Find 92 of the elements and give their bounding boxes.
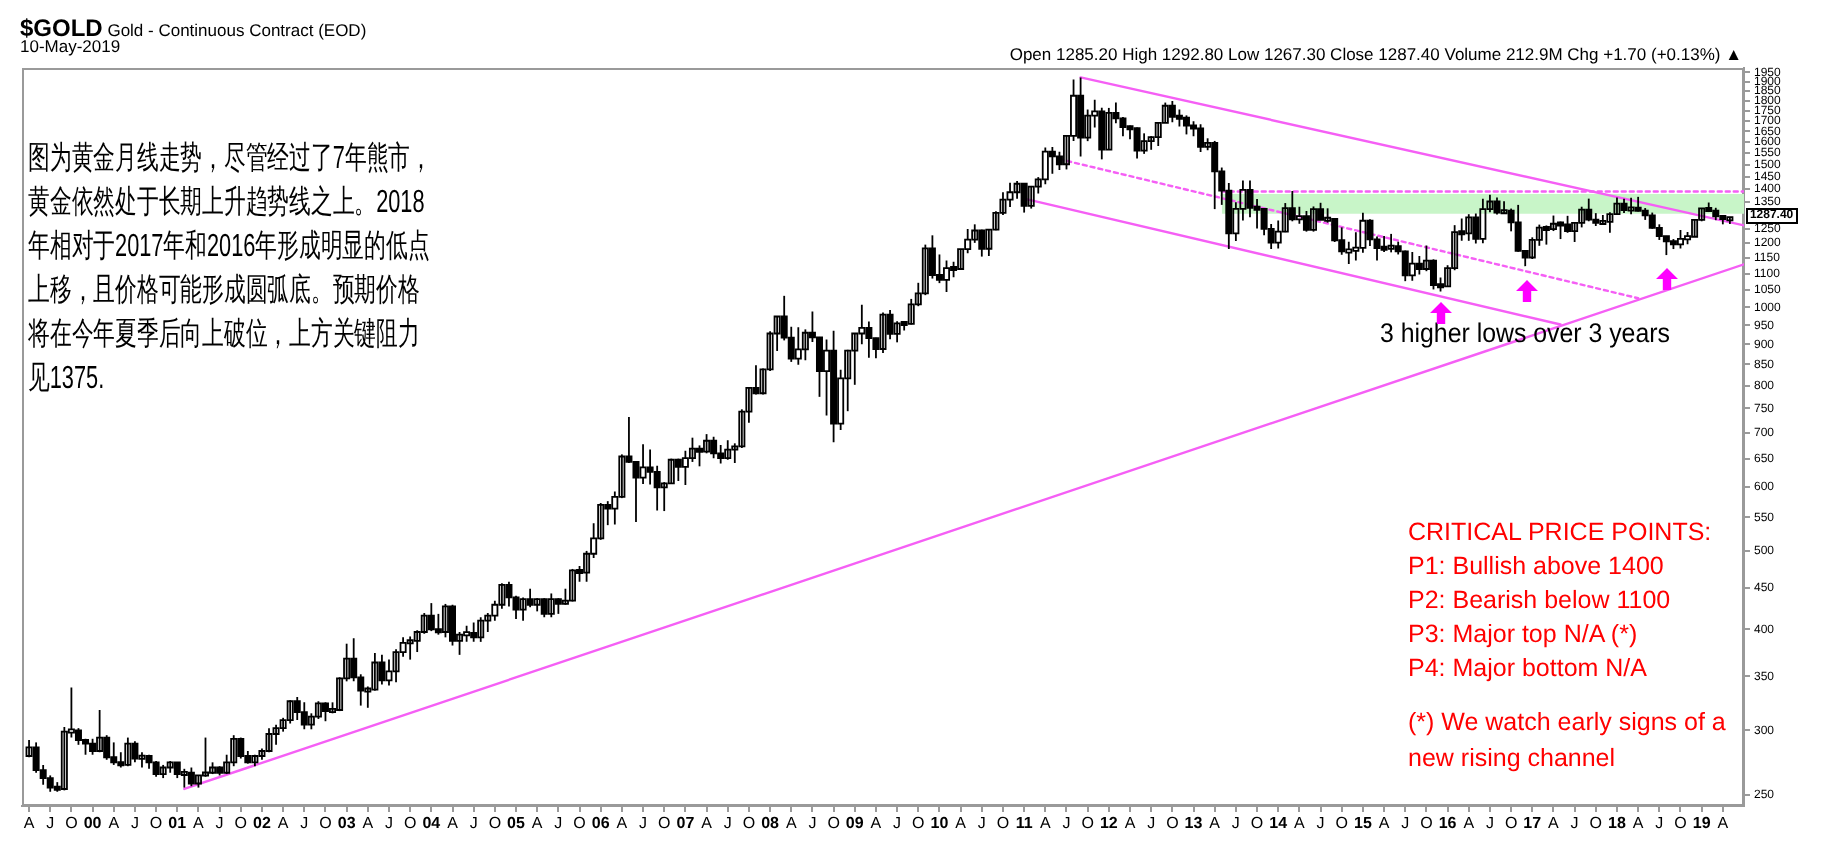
x-tick-label: 02 — [253, 814, 272, 833]
x-tick-label: J — [215, 814, 224, 833]
x-tick-label: 08 — [761, 814, 781, 833]
x-tick-label: 13 — [1184, 814, 1204, 833]
x-tick-label: 12 — [1099, 814, 1119, 833]
x-tick-label: 19 — [1692, 814, 1712, 833]
x-tick-label: O — [742, 814, 756, 833]
text: Open 1285.20 High 1292.80 Low 1267.30 Close 1287.40 Volume 212.9M Chg +1.70 (+0.13%) ▲ — [1009, 44, 1742, 65]
x-tick-label: A — [23, 814, 36, 833]
x-tick-label: O — [1589, 814, 1603, 833]
x-tick-label: J — [1062, 814, 1071, 833]
x-tick-label: O — [827, 814, 840, 833]
x-tick-label: J — [1485, 814, 1494, 833]
x-tick-label: J — [130, 814, 139, 833]
x-tick-label: O — [149, 814, 163, 833]
x-tick-label: O — [1420, 814, 1433, 833]
x-tick-label: A — [1294, 814, 1307, 833]
x-tick-label: A — [1124, 814, 1137, 833]
x-tick-label: 00 — [83, 814, 103, 833]
x-tick-label: J — [554, 814, 563, 833]
x-tick-label: O — [1674, 814, 1687, 833]
x-tick-label: A — [1039, 814, 1052, 833]
x-tick-label: 05 — [507, 814, 527, 833]
x-tick-label: J — [1147, 814, 1156, 833]
x-tick-label: A — [1717, 814, 1730, 833]
x-tick-label: O — [403, 814, 417, 833]
x-tick-label: O — [1335, 814, 1348, 833]
x-tick-label: A — [362, 814, 375, 833]
x-tick-label: 03 — [337, 814, 357, 833]
x-tick-label: 17 — [1523, 814, 1543, 833]
x-tick-label: O — [488, 814, 502, 833]
x-tick-label: J — [1570, 814, 1579, 833]
x-tick-label: A — [108, 814, 121, 833]
x-tick-label: 07 — [676, 814, 696, 833]
x-tick-label: O — [234, 814, 248, 833]
x-tick-label: O — [657, 814, 671, 833]
x-tick-label: J — [1401, 814, 1410, 833]
x-tick-label: A — [785, 814, 798, 833]
x-tick-label: 15 — [1354, 814, 1373, 833]
x-tick-label: A — [277, 814, 290, 833]
x-tick-label: 14 — [1269, 814, 1289, 833]
x-tick-label: 06 — [591, 814, 611, 833]
x-tick-label: J — [1655, 814, 1664, 833]
x-tick-label: J — [300, 814, 309, 833]
x-tick-label: O — [1166, 814, 1179, 833]
x-tick-label: O — [319, 814, 332, 833]
x-tick-label: 01 — [168, 814, 188, 833]
annotation: P1: Bullish above 1400 — [1408, 552, 1664, 582]
x-tick-label: J — [46, 814, 55, 833]
x-tick-label: O — [1081, 814, 1094, 833]
x-tick-label: J — [723, 814, 732, 833]
annotation: (*) We watch early signs of a new rising channel — [1408, 708, 1726, 772]
x-tick-label: J — [384, 814, 393, 833]
x-tick-label: A — [447, 814, 460, 833]
annotation: P2: Bearish below 1100 — [1408, 586, 1671, 616]
x-tick-label: A — [1548, 814, 1561, 833]
x-tick-label: J — [977, 814, 986, 833]
x-tick-label: 11 — [1015, 814, 1034, 833]
annotation: P3: Major top N/A (*) — [1408, 620, 1638, 650]
x-tick-label: O — [1250, 814, 1264, 833]
x-tick-label: 18 — [1608, 814, 1627, 833]
x-tick-label: 09 — [845, 814, 865, 833]
x-tick-label: J — [639, 814, 648, 833]
annotation: 3 higher lows over 3 years — [1380, 318, 1670, 350]
x-tick-label: O — [573, 814, 586, 833]
x-tick-label: O — [912, 814, 925, 833]
x-tick-label: J — [469, 814, 478, 833]
x-tick-label: A — [1632, 814, 1645, 833]
annotation: P4: Major bottom N/A — [1408, 654, 1647, 684]
x-tick-label: J — [1316, 814, 1325, 833]
x-tick-label: 10 — [930, 814, 950, 833]
x-tick-label: O — [996, 814, 1010, 833]
x-tick-label: A — [1378, 814, 1391, 833]
x-tick-label: 04 — [422, 814, 442, 833]
annotation: CRITICAL PRICE POINTS: — [1408, 518, 1712, 548]
x-tick-label: A — [701, 814, 714, 833]
x-tick-label: A — [616, 814, 629, 833]
x-tick-label: 16 — [1438, 814, 1458, 833]
x-tick-label: A — [955, 814, 968, 833]
annotation: 图为黄金月线走势，尽管经过了7年熊市，黄金依然处于长期上升趋势线之上。2018年相对于2017年和2016年形成明显的低点上移，且价格可能形成圆弧底。预期价格将在今年夏季后向上破位，上方关键阻力见1375. — [28, 139, 434, 400]
x-tick-label: O — [1504, 814, 1518, 833]
x-tick-label: A — [193, 814, 206, 833]
x-tick-label: J — [808, 814, 817, 833]
x-tick-label: J — [893, 814, 902, 833]
x-tick-label: A — [531, 814, 544, 833]
x-tick-label: J — [1231, 814, 1240, 833]
x-tick-label: A — [870, 814, 883, 833]
x-tick-label: A — [1209, 814, 1222, 833]
x-tick-label: A — [1463, 814, 1476, 833]
x-tick-label: O — [65, 814, 78, 833]
chart-subtitle: 10-May-2019 — [20, 36, 121, 57]
chart-title: $GOLD Gold - Continuous Contract (EOD) — [20, 14, 367, 42]
